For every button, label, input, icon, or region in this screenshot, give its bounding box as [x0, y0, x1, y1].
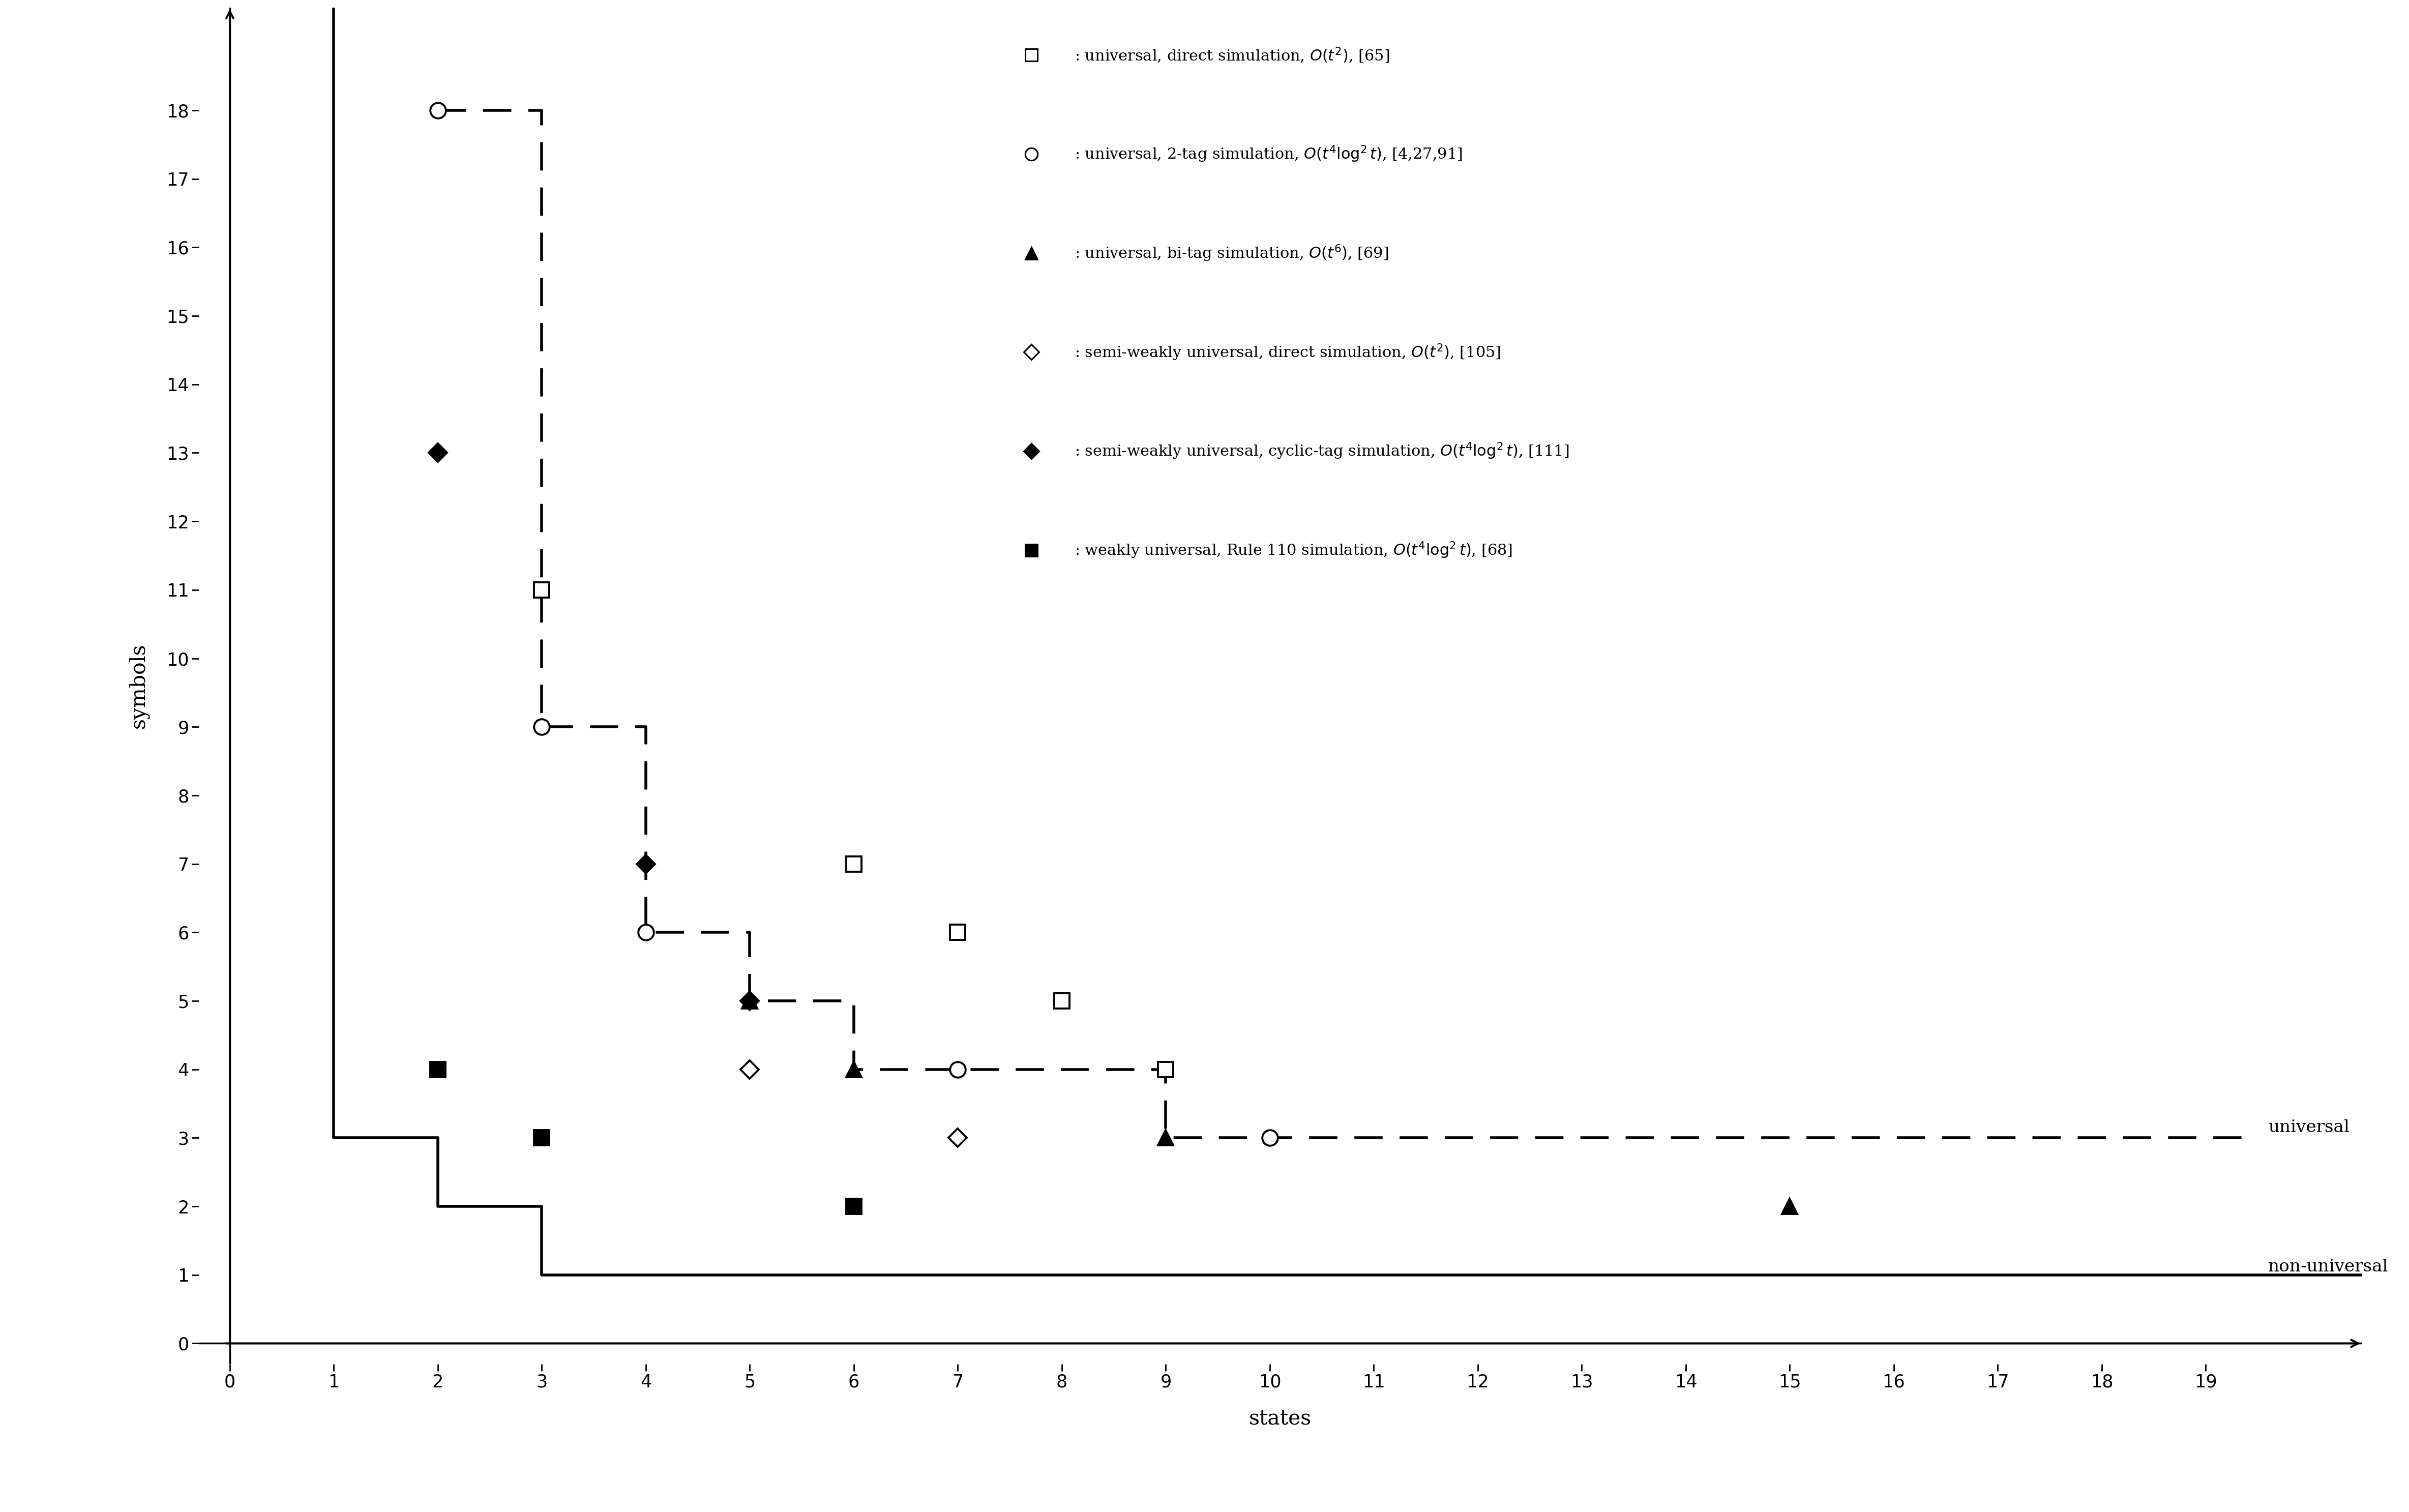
X-axis label: states: states [1248, 1409, 1310, 1429]
Text: universal: universal [2269, 1119, 2349, 1136]
Text: : universal, direct simulation, $O(t^2)$, [65]: : universal, direct simulation, $O(t^2)$… [1074, 45, 1390, 65]
Text: : semi-weakly universal, direct simulation, $O(t^2)$, [105]: : semi-weakly universal, direct simulati… [1074, 342, 1501, 361]
Y-axis label: symbols: symbols [128, 643, 149, 729]
Text: : universal, bi-tag simulation, $O(t^6)$, [69]: : universal, bi-tag simulation, $O(t^6)$… [1074, 243, 1388, 263]
Text: : semi-weakly universal, cyclic-tag simulation, $O(t^4 \log^2 t)$, [111]: : semi-weakly universal, cyclic-tag simu… [1074, 442, 1568, 461]
Text: non-universal: non-universal [2269, 1258, 2390, 1275]
Text: : weakly universal, Rule 110 simulation, $O(t^4 \log^2 t)$, [68]: : weakly universal, Rule 110 simulation,… [1074, 540, 1513, 559]
Text: : universal, 2-tag simulation, $O(t^4 \log^2 t)$, [4,27,91]: : universal, 2-tag simulation, $O(t^4 \l… [1074, 144, 1462, 163]
